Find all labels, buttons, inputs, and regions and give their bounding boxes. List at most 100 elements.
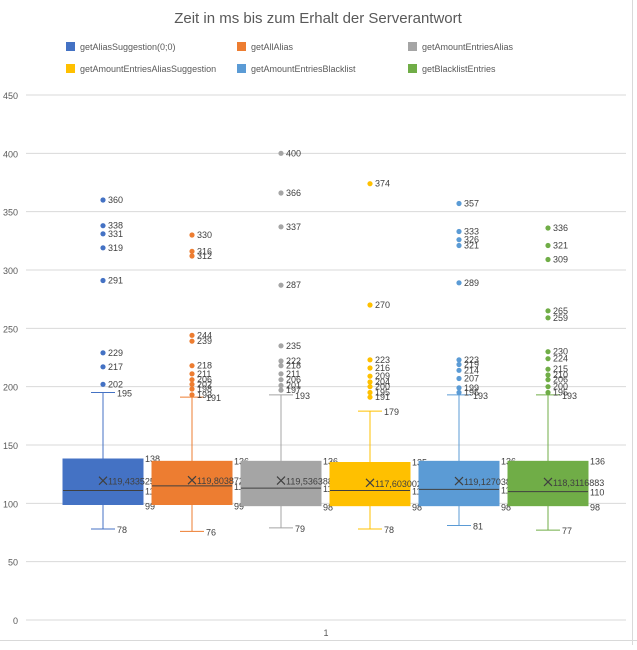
outlier-label: 321 bbox=[553, 241, 568, 251]
outlier-label: 239 bbox=[197, 336, 212, 346]
outlier-point bbox=[456, 228, 462, 235]
outlier-label: 287 bbox=[286, 280, 301, 290]
iqr-box bbox=[418, 460, 500, 507]
outlier-point bbox=[100, 277, 106, 284]
stat-label-min: 78 bbox=[117, 525, 127, 535]
outlier-label: 224 bbox=[553, 354, 568, 364]
stat-label-q3: 138 bbox=[145, 454, 160, 464]
outlier-label: 202 bbox=[108, 379, 123, 389]
outlier-label: 211 bbox=[197, 369, 211, 379]
outlier-label: 195 bbox=[553, 388, 568, 398]
mean-marker bbox=[276, 476, 286, 485]
outlier-point bbox=[367, 394, 373, 400]
outlier-point bbox=[189, 232, 195, 238]
outlier-point bbox=[545, 308, 551, 314]
stat-label-max: 191 bbox=[206, 393, 221, 403]
mean-label: 119,4335252 bbox=[108, 477, 160, 487]
stat-label-q3: 136 bbox=[590, 456, 605, 466]
y-tick-label: 150 bbox=[3, 441, 18, 451]
outlier-point bbox=[278, 371, 284, 377]
outlier-label: 270 bbox=[375, 300, 390, 310]
iqr-box bbox=[329, 462, 411, 507]
outlier-label: 319 bbox=[108, 243, 123, 253]
outlier-point bbox=[367, 373, 373, 379]
outlier-point bbox=[189, 386, 195, 392]
outlier-point bbox=[456, 361, 462, 368]
outlier-point bbox=[545, 225, 551, 231]
outlier-label: 193 bbox=[197, 390, 212, 400]
outlier-label: 218 bbox=[286, 361, 301, 371]
outlier-point bbox=[367, 365, 373, 371]
stat-label-max: 193 bbox=[295, 391, 310, 401]
outlier-label: 316 bbox=[197, 246, 212, 256]
stat-label-q1: 99 bbox=[145, 502, 155, 512]
outlier-label: 216 bbox=[375, 363, 390, 373]
outlier-label: 199 bbox=[464, 383, 479, 393]
outlier-label: 210 bbox=[553, 370, 568, 380]
outlier-label: 218 bbox=[197, 361, 212, 371]
outlier-label: 217 bbox=[108, 362, 123, 372]
outlier-label: 360 bbox=[108, 195, 123, 205]
outlier-point bbox=[189, 332, 195, 338]
outlier-point bbox=[100, 364, 106, 370]
outlier-label: 207 bbox=[464, 374, 479, 384]
outlier-point bbox=[545, 349, 551, 355]
outlier-label: 333 bbox=[464, 227, 479, 237]
mean-marker bbox=[187, 475, 197, 485]
x-tick-label: 1 bbox=[323, 628, 328, 638]
outlier-label: 198 bbox=[197, 384, 212, 394]
outlier-label: 201 bbox=[286, 381, 301, 391]
outlier-point bbox=[278, 358, 284, 364]
stat-label-q1: 98 bbox=[590, 503, 600, 513]
outlier-label: 235 bbox=[286, 341, 301, 351]
outlier-label: 222 bbox=[286, 356, 301, 366]
outlier-point bbox=[545, 384, 551, 390]
outlier-label: 289 bbox=[464, 278, 479, 288]
outlier-label: 206 bbox=[286, 375, 301, 385]
iqr-box bbox=[62, 458, 144, 505]
iqr-box bbox=[507, 460, 589, 507]
outlier-label: 291 bbox=[108, 276, 123, 286]
stat-label-median: 110 bbox=[590, 488, 604, 498]
chart-border-bottom bbox=[0, 640, 637, 641]
outlier-label: 321 bbox=[464, 241, 479, 251]
box-series: 117,603002513511198179781911952002042092… bbox=[329, 179, 427, 535]
outlier-point bbox=[278, 343, 284, 349]
stat-label-q1: 98 bbox=[501, 503, 511, 513]
legend-swatch bbox=[237, 42, 246, 51]
legend-label: getBlacklistEntries bbox=[422, 64, 496, 74]
outlier-point bbox=[189, 248, 195, 254]
outlier-label: 265 bbox=[553, 306, 568, 316]
outlier-point bbox=[278, 377, 284, 383]
legend-swatch bbox=[408, 64, 417, 73]
outlier-point bbox=[456, 237, 462, 243]
y-tick-label: 200 bbox=[3, 383, 18, 393]
mean-label: 119,8038721 bbox=[197, 476, 249, 486]
outlier-label: 202 bbox=[197, 379, 212, 389]
outlier-label: 230 bbox=[553, 347, 568, 357]
iqr-box bbox=[151, 460, 233, 506]
outlier-point bbox=[100, 381, 106, 387]
outlier-label: 331 bbox=[108, 229, 123, 239]
outlier-label: 215 bbox=[553, 364, 568, 374]
mean-marker bbox=[543, 477, 553, 487]
y-tick-label: 300 bbox=[3, 266, 18, 276]
outlier-label: 206 bbox=[197, 375, 212, 385]
outlier-label: 211 bbox=[286, 369, 300, 379]
stat-label-q3: 136 bbox=[323, 456, 338, 466]
outlier-point bbox=[545, 256, 551, 263]
iqr-box bbox=[240, 460, 322, 507]
legend-swatch bbox=[237, 64, 246, 73]
y-tick-label: 350 bbox=[3, 208, 18, 218]
outlier-point bbox=[456, 389, 462, 396]
outlier-point bbox=[278, 150, 284, 156]
outlier-point bbox=[100, 197, 106, 203]
outlier-label: 195 bbox=[464, 388, 479, 398]
mean-marker bbox=[454, 476, 464, 486]
outlier-point bbox=[367, 379, 373, 385]
outlier-point bbox=[456, 357, 462, 363]
x-axis-tick-labels: 1 bbox=[323, 628, 328, 638]
outlier-label: 337 bbox=[286, 222, 301, 232]
